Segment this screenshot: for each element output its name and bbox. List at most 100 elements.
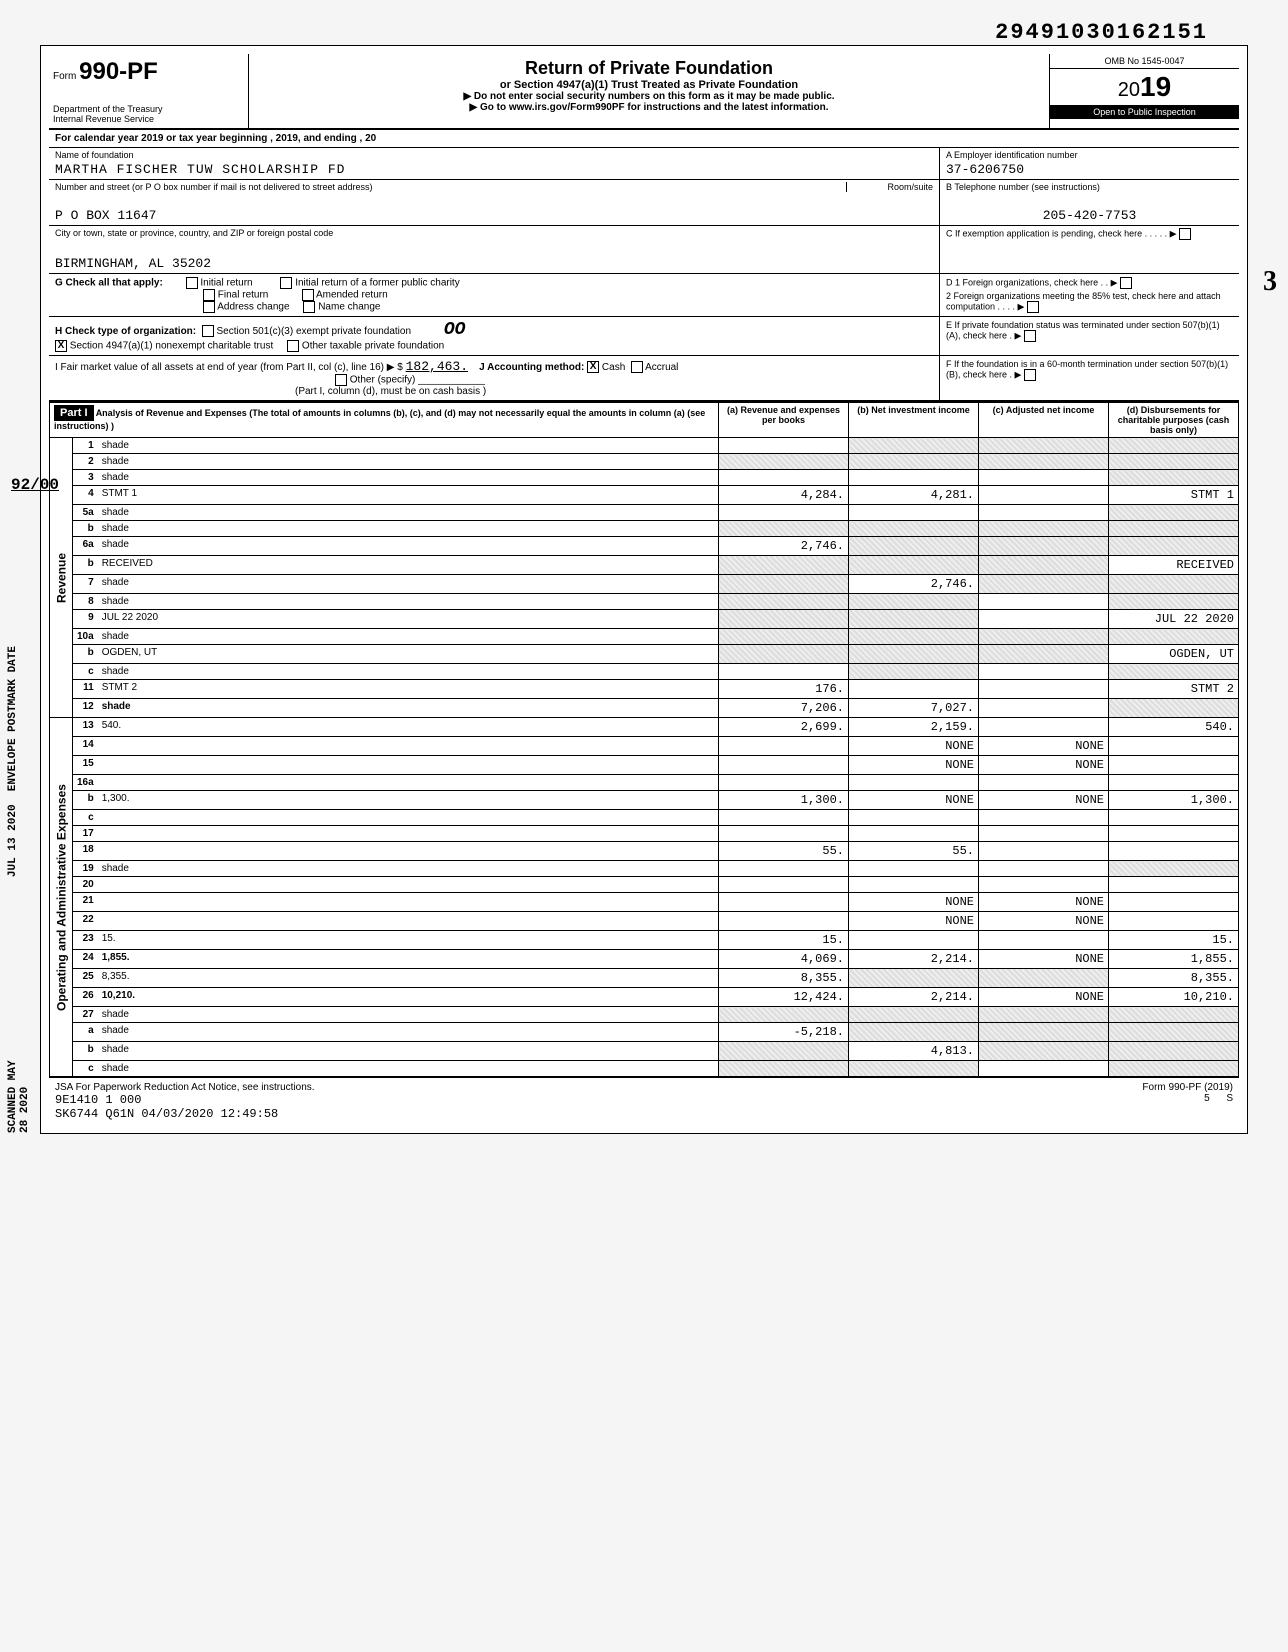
amount-cell xyxy=(719,756,849,775)
f-checkbox[interactable] xyxy=(1024,369,1036,381)
margin-env: ENVELOPE POSTMARK DATE xyxy=(7,646,19,791)
line-number: 24 xyxy=(73,950,98,969)
header-center: Return of Private Foundation or Section … xyxy=(249,54,1049,128)
h-501c3-checkbox[interactable] xyxy=(202,325,214,337)
amount-cell: 1,855. xyxy=(1109,950,1239,969)
j-other-checkbox[interactable] xyxy=(335,374,347,386)
amount-cell xyxy=(1109,826,1239,842)
amount-cell xyxy=(849,454,979,470)
subtitle: or Section 4947(a)(1) Trust Treated as P… xyxy=(257,79,1041,91)
amount-cell: 2,159. xyxy=(849,718,979,737)
box-h: H Check type of organization: Section 50… xyxy=(49,317,939,355)
line-number: a xyxy=(73,1023,98,1042)
amount-cell xyxy=(979,810,1109,826)
phone-value: 205-420-7753 xyxy=(946,208,1233,223)
line-number: 17 xyxy=(73,826,98,842)
margin-three: 3 xyxy=(1263,266,1277,298)
header-right: OMB No 1545-0047 2019 Open to Public Ins… xyxy=(1049,54,1239,128)
title: Return of Private Foundation xyxy=(257,58,1041,79)
open-inspection: Open to Public Inspection xyxy=(1050,105,1239,119)
line-desc: RECEIVED xyxy=(98,556,719,575)
table-row: 10ashade xyxy=(50,629,1239,645)
dept: Department of the Treasury Internal Reve… xyxy=(53,104,244,124)
amount-cell xyxy=(1109,893,1239,912)
table-row: bOGDEN, UTOGDEN, UT xyxy=(50,645,1239,664)
line-desc: 540. xyxy=(98,718,719,737)
amount-cell: 8,355. xyxy=(1109,969,1239,988)
table-row: 14NONENONE xyxy=(50,737,1239,756)
amount-cell xyxy=(1109,629,1239,645)
e-label: E If private foundation status was termi… xyxy=(946,320,1220,340)
amount-cell xyxy=(979,1042,1109,1061)
address-block: Number and street (or P O box number if … xyxy=(49,180,1239,226)
col-c: (c) Adjusted net income xyxy=(979,403,1109,438)
line-desc: shade xyxy=(98,699,719,718)
j-accrual-checkbox[interactable] xyxy=(631,361,643,373)
amount-cell xyxy=(1109,756,1239,775)
j-cash-checkbox[interactable]: X xyxy=(587,361,599,373)
box-i-j: I Fair market value of all assets at end… xyxy=(49,356,939,400)
amount-cell xyxy=(849,826,979,842)
line-number: 19 xyxy=(73,861,98,877)
row-g-d: G Check all that apply: Initial return I… xyxy=(49,274,1239,317)
amount-cell: 1,300. xyxy=(719,791,849,810)
h-other-checkbox[interactable] xyxy=(287,340,299,352)
j-opt-1: Accrual xyxy=(645,362,678,373)
name-label: Name of foundation xyxy=(55,150,933,160)
amount-cell xyxy=(1109,594,1239,610)
d1-checkbox[interactable] xyxy=(1120,277,1132,289)
g-initial-checkbox[interactable] xyxy=(186,277,198,289)
d1-label: D 1 Foreign organizations, check here xyxy=(946,277,1098,287)
table-row: Revenue1shade xyxy=(50,438,1239,454)
line-desc: shade xyxy=(98,629,719,645)
table-row: 2610,210.12,424.2,214.NONE10,210. xyxy=(50,988,1239,1007)
amount-cell xyxy=(849,664,979,680)
g-amended-checkbox[interactable] xyxy=(302,289,314,301)
c-checkbox[interactable] xyxy=(1179,228,1191,240)
amount-cell xyxy=(849,931,979,950)
amount-cell xyxy=(979,575,1109,594)
table-row: 16a xyxy=(50,775,1239,791)
amount-cell xyxy=(719,505,849,521)
line-desc: 8,355. xyxy=(98,969,719,988)
line-number: 2 xyxy=(73,454,98,470)
line-number: 20 xyxy=(73,877,98,893)
line-number: 6a xyxy=(73,537,98,556)
calendar-year: For calendar year 2019 or tax year begin… xyxy=(49,130,1239,148)
amount-cell xyxy=(979,1023,1109,1042)
d2-checkbox[interactable] xyxy=(1027,301,1039,313)
amount-cell xyxy=(719,737,849,756)
g-former-checkbox[interactable] xyxy=(280,277,292,289)
line-number: 4 xyxy=(73,486,98,505)
foundation-name-cell: Name of foundation MARTHA FISCHER TUW SC… xyxy=(49,148,939,179)
amount-cell xyxy=(849,438,979,454)
amount-cell xyxy=(1109,842,1239,861)
amount-cell xyxy=(979,438,1109,454)
amount-cell xyxy=(1109,775,1239,791)
amount-cell: NONE xyxy=(849,791,979,810)
line-number: c xyxy=(73,664,98,680)
amount-cell: STMT 2 xyxy=(1109,680,1239,699)
amount-cell: 4,281. xyxy=(849,486,979,505)
e-checkbox[interactable] xyxy=(1024,330,1036,342)
g-final-checkbox[interactable] xyxy=(203,289,215,301)
amount-cell xyxy=(1109,912,1239,931)
amount-cell: NONE xyxy=(979,950,1109,969)
amount-cell xyxy=(849,969,979,988)
j-paren: (Part I, column (d), must be on cash bas… xyxy=(295,386,933,397)
paperwork-notice: JSA For Paperwork Reduction Act Notice, … xyxy=(55,1082,315,1093)
g-addrchg-checkbox[interactable] xyxy=(203,301,215,313)
line-desc xyxy=(98,893,719,912)
d2-label: 2 Foreign organizations meeting the 85% … xyxy=(946,291,1221,311)
amount-cell xyxy=(1109,699,1239,718)
omb: OMB No 1545-0047 xyxy=(1050,54,1239,69)
amount-cell xyxy=(979,842,1109,861)
g-namechg-checkbox[interactable] xyxy=(303,301,315,313)
amount-cell xyxy=(979,877,1109,893)
amount-cell: 10,210. xyxy=(1109,988,1239,1007)
amount-cell xyxy=(1109,505,1239,521)
h-4947-checkbox[interactable]: X xyxy=(55,340,67,352)
line-number: 11 xyxy=(73,680,98,699)
line-desc: shade xyxy=(98,1061,719,1077)
amount-cell xyxy=(1109,454,1239,470)
